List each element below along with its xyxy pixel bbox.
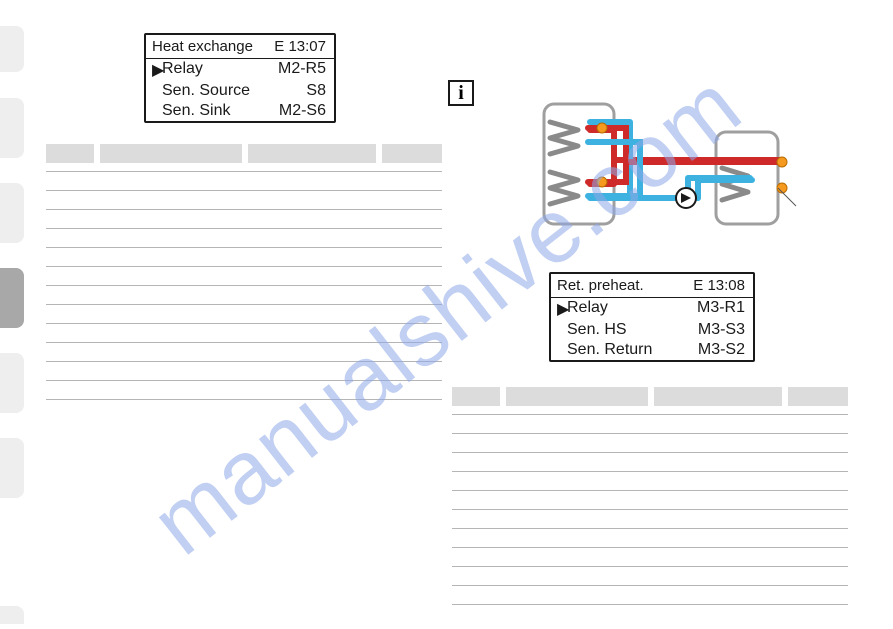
table-rule (452, 547, 848, 548)
lcd2-title: Ret. preheat. (557, 277, 644, 294)
side-tab (0, 98, 24, 158)
table-rule (46, 285, 442, 286)
cursor-icon (152, 82, 162, 100)
table-rule (452, 433, 848, 434)
lcd-label: Relay (567, 299, 697, 319)
side-tab (0, 183, 24, 243)
cursor-icon (152, 102, 162, 120)
parameter-table-2 (452, 387, 848, 605)
lcd-label: Sen. HS (567, 321, 698, 339)
side-tab (0, 26, 24, 72)
table-rule (46, 247, 442, 248)
lcd1-time: E 13:07 (274, 38, 326, 55)
table-rule (452, 414, 848, 415)
table-header-placeholder (46, 144, 94, 163)
lcd-label: Sen. Source (162, 82, 306, 100)
table-rule (452, 452, 848, 453)
table-header-placeholder (100, 144, 242, 163)
lcd-row: Sen. SinkM2-S6 (146, 101, 334, 121)
table-rule (452, 490, 848, 491)
table-header-placeholder (654, 387, 782, 406)
lcd-row: ▶RelayM3-R1 (551, 298, 753, 320)
lcd-label: Sen. Sink (162, 102, 279, 120)
cursor-icon: ▶ (152, 60, 162, 80)
table-rule (452, 528, 848, 529)
lcd2-time: E 13:08 (693, 277, 745, 294)
lcd-return-preheat: Ret. preheat. E 13:08 ▶RelayM3-R1Sen. HS… (549, 272, 755, 362)
table-rule (46, 399, 442, 400)
table-header-placeholder (452, 387, 500, 406)
table-rule (46, 228, 442, 229)
lcd-row: ▶RelayM2-R5 (146, 59, 334, 81)
parameter-table-1 (46, 144, 442, 400)
table-rule (46, 342, 442, 343)
table-header-placeholder (382, 144, 442, 163)
lcd-label: Relay (162, 60, 278, 80)
side-tab (0, 353, 24, 413)
lcd-value: S8 (306, 82, 326, 100)
side-tab (0, 268, 24, 328)
lcd-row: Sen. HSM3-S3 (551, 320, 753, 340)
table-rule (46, 266, 442, 267)
table-header-placeholder (248, 144, 376, 163)
cursor-icon (557, 321, 567, 339)
lcd-value: M3-S2 (698, 341, 745, 359)
lcd-heat-exchange: Heat exchange E 13:07 ▶RelayM2-R5Sen. So… (144, 33, 336, 123)
hydraulic-diagram (530, 68, 812, 238)
lcd-label: Sen. Return (567, 341, 698, 359)
table-header-placeholder (788, 387, 848, 406)
table-rule (46, 209, 442, 210)
lcd-row: Sen. SourceS8 (146, 81, 334, 101)
info-icon: i (448, 80, 474, 106)
table-rule (452, 585, 848, 586)
table-rule (452, 566, 848, 567)
lcd-row: Sen. ReturnM3-S2 (551, 340, 753, 360)
lcd1-title: Heat exchange (152, 38, 253, 55)
table-rule (452, 509, 848, 510)
table-rule (452, 604, 848, 605)
side-tab (0, 606, 24, 624)
table-rule (46, 323, 442, 324)
cursor-icon: ▶ (557, 299, 567, 319)
cursor-icon (557, 341, 567, 359)
lcd-value: M3-R1 (697, 299, 745, 319)
lcd-value: M2-R5 (278, 60, 326, 80)
side-tab (0, 438, 24, 498)
table-rule (46, 304, 442, 305)
table-rule (46, 361, 442, 362)
table-rule (46, 171, 442, 172)
table-header-placeholder (506, 387, 648, 406)
table-rule (452, 471, 848, 472)
table-rule (46, 190, 442, 191)
lcd-value: M3-S3 (698, 321, 745, 339)
table-rule (46, 380, 442, 381)
lcd-value: M2-S6 (279, 102, 326, 120)
